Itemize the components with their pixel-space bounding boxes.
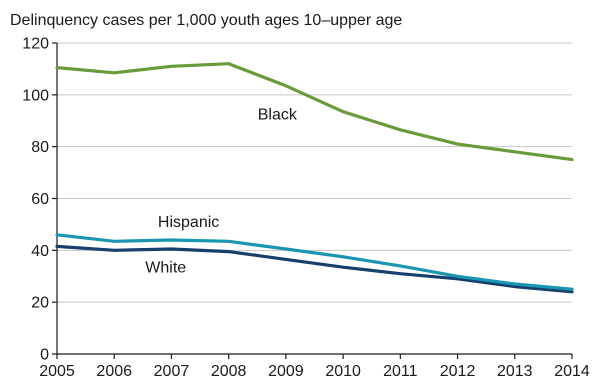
series-label-black: Black: [258, 106, 298, 123]
axes: 0 20 40 60 80 100 120 2005 2006 2007 2008 2009 2010 2…: [22, 36, 590, 381]
x-tick-label-2010: 2010: [325, 363, 361, 380]
series-line-white: [55, 244, 574, 294]
series-label-hispanic: Hispanic: [158, 214, 219, 231]
x-tick-label-2006: 2006: [96, 363, 132, 380]
y-tick-label-120: 120: [22, 36, 49, 53]
x-tick-label-2009: 2009: [268, 363, 304, 380]
series-line-black: [55, 62, 574, 162]
x-tick-label-2005: 2005: [39, 363, 75, 380]
y-tick-label-40: 40: [31, 243, 49, 260]
series-lines: [55, 62, 574, 294]
series-label-white: White: [145, 259, 186, 276]
chart-title: Delinquency cases per 1,000 youth ages 1…: [10, 12, 402, 29]
x-tick-label-2007: 2007: [154, 363, 190, 380]
series-line-hispanic: [55, 233, 574, 291]
x-tick-label-2011: 2011: [383, 363, 418, 380]
y-tick-label-0: 0: [40, 347, 49, 364]
x-tick-label-2014: 2014: [554, 363, 590, 380]
x-tick-label-2008: 2008: [211, 363, 247, 380]
series-labels: Black Hispanic White: [145, 106, 298, 276]
y-tick-label-20: 20: [31, 295, 49, 312]
y-tick-label-80: 80: [31, 139, 49, 156]
x-tick-label-2012: 2012: [440, 363, 476, 380]
x-tick-label-2013: 2013: [497, 363, 533, 380]
y-tick-label-100: 100: [22, 87, 49, 104]
y-tick-label-60: 60: [31, 191, 49, 208]
